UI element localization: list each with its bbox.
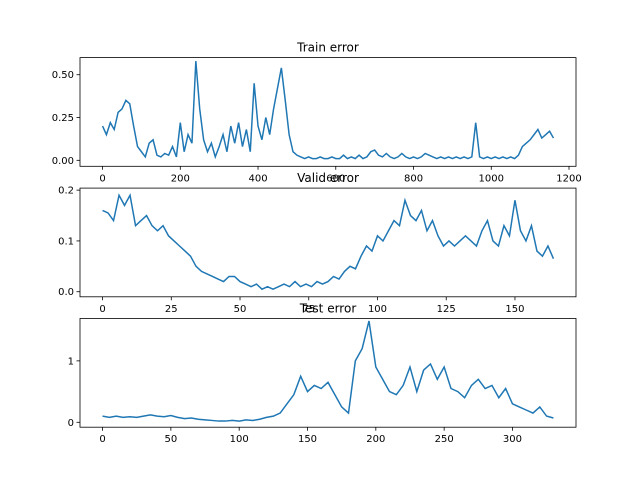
y-tick-label: 0.25 [52, 113, 74, 124]
chart-title: Train error [296, 41, 359, 55]
x-tick-label: 0 [99, 173, 105, 184]
x-tick-label: 0 [99, 304, 105, 315]
x-tick-label: 50 [234, 304, 247, 315]
chart-title: Valid error [297, 171, 359, 185]
y-tick-label: 0.2 [58, 186, 74, 197]
data-line [102, 320, 554, 422]
x-tick-label: 600 [326, 173, 345, 184]
x-tick-label: 50 [164, 434, 177, 445]
x-tick-label: 25 [165, 304, 178, 315]
x-tick-label: 0 [99, 434, 105, 445]
data-line [101, 60, 555, 160]
x-tick-label: 125 [437, 304, 456, 315]
y-tick-label: 0 [68, 418, 74, 429]
x-tick-label: 1000 [479, 173, 504, 184]
axes-frame [79, 318, 577, 428]
x-tick-label: 250 [435, 434, 454, 445]
x-tick-label: 100 [230, 434, 249, 445]
y-tick-label: 0.00 [52, 156, 74, 167]
x-tick-label: 800 [404, 173, 423, 184]
x-tick-label: 200 [366, 434, 385, 445]
x-tick-label: 150 [505, 304, 524, 315]
x-tick-label: 1200 [556, 173, 581, 184]
chart-title: Test error [299, 302, 357, 316]
x-tick-label: 100 [368, 304, 387, 315]
axes-frame [79, 57, 577, 167]
x-tick-label: 300 [503, 434, 522, 445]
x-tick-label: 400 [248, 173, 267, 184]
y-tick-label: 0.1 [58, 236, 74, 247]
x-tick-label: 75 [302, 304, 315, 315]
data-line [102, 192, 555, 291]
y-tick-label: 0.0 [58, 287, 74, 298]
axes-frame [79, 187, 577, 298]
y-tick-label: 0.50 [52, 70, 74, 81]
y-tick-label: 1 [68, 356, 74, 367]
x-tick-label: 150 [298, 434, 317, 445]
x-tick-label: 200 [171, 173, 190, 184]
